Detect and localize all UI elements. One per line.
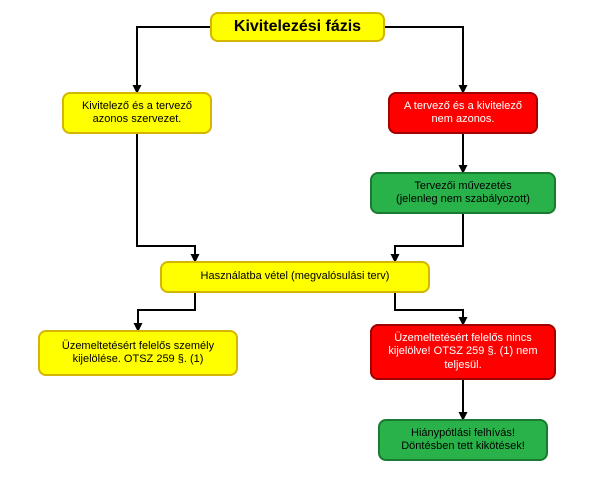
design-supervision-node: Tervezői művezetés (jelenleg nem szabály…: [370, 172, 556, 214]
right-diff-org-node: A tervező és a kivitelező nem azonos.: [388, 92, 538, 134]
title-node: Kivitelezési fázis: [210, 12, 385, 42]
commissioning-node: Használatba vétel (megvalósulási terv): [160, 261, 430, 293]
title-to-left: [137, 27, 212, 92]
title-to-right: [385, 27, 463, 92]
final-node: Hiánypótlási felhívás! Döntésben tett ki…: [378, 419, 548, 461]
left-same-org-node: Kivitelező és a tervező azonos szervezet…: [62, 92, 212, 134]
left-outcome-node: Üzemeltetésért felelős személy kijelölés…: [38, 330, 238, 376]
left1-to-mid: [137, 134, 195, 261]
mid-to-leftout: [138, 293, 195, 330]
right2-to-mid: [395, 214, 463, 261]
mid-to-rightout: [395, 293, 463, 324]
right-outcome-node: Üzemeltetésért felelős nincs kijelölve! …: [370, 324, 556, 380]
